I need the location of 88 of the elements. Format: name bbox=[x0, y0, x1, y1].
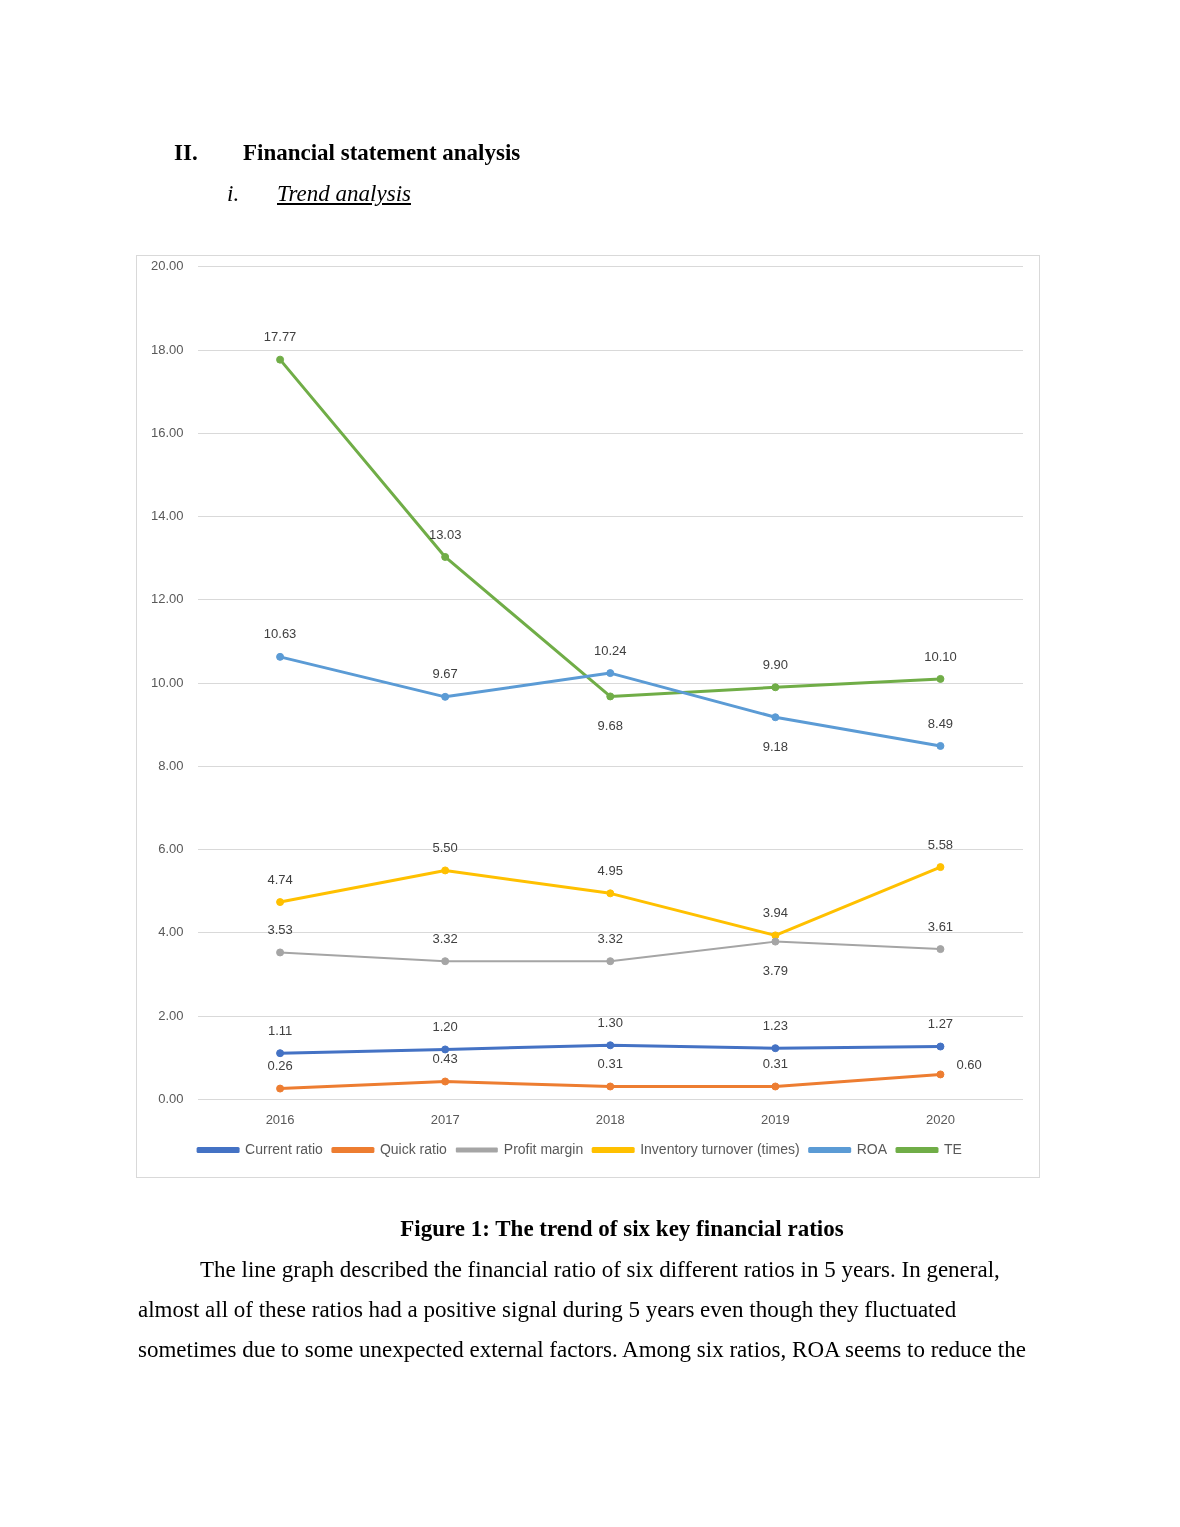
point bbox=[441, 957, 450, 966]
x-tick-label: 2020 bbox=[925, 1111, 955, 1127]
data-label: 3.53 bbox=[267, 922, 293, 938]
data-label: 0.43 bbox=[432, 1051, 458, 1067]
data-label: 17.77 bbox=[263, 329, 297, 345]
data-label: 10.63 bbox=[263, 626, 297, 642]
point bbox=[606, 1082, 615, 1091]
point bbox=[276, 1084, 285, 1093]
data-label: 3.79 bbox=[762, 963, 789, 979]
data-label: 1.11 bbox=[267, 1022, 293, 1038]
legend-label: ROA bbox=[856, 1140, 888, 1157]
point bbox=[276, 1049, 285, 1058]
legend-label: Current ratio bbox=[245, 1140, 324, 1157]
point bbox=[606, 1041, 615, 1050]
y-tick-label: 2.00 bbox=[158, 1007, 184, 1023]
text: i. bbox=[227, 180, 240, 208]
point bbox=[276, 898, 285, 907]
caption: Figure 1: The trend of six key financial ratios bbox=[400, 1215, 844, 1243]
data-label: 10.24 bbox=[593, 642, 627, 658]
data-label: 1.30 bbox=[597, 1014, 623, 1030]
text: Trend analysis bbox=[277, 180, 411, 208]
text: Financial statement analysis bbox=[243, 139, 521, 167]
point bbox=[936, 945, 945, 954]
data-label: 3.32 bbox=[432, 930, 458, 946]
point bbox=[276, 355, 285, 364]
point bbox=[771, 713, 780, 722]
point bbox=[936, 1042, 945, 1051]
data-label: 3.32 bbox=[597, 930, 623, 946]
point bbox=[441, 552, 450, 561]
point bbox=[606, 889, 615, 898]
point bbox=[936, 741, 945, 750]
data-label: 5.50 bbox=[432, 840, 458, 856]
legend-label: TE bbox=[944, 1140, 962, 1157]
point bbox=[771, 931, 780, 940]
data-label: 1.23 bbox=[762, 1017, 789, 1033]
point bbox=[276, 948, 285, 957]
y-tick-label: 16.00 bbox=[150, 424, 184, 440]
x-tick-label: 2018 bbox=[595, 1111, 625, 1127]
point bbox=[606, 957, 615, 966]
data-label: 1.27 bbox=[927, 1016, 954, 1032]
data-label: 1.20 bbox=[432, 1019, 458, 1035]
legend-label: Profit margin bbox=[503, 1140, 584, 1157]
point bbox=[771, 1044, 780, 1053]
point bbox=[936, 674, 945, 683]
y-tick-label: 14.00 bbox=[150, 508, 184, 524]
point bbox=[441, 692, 450, 701]
data-label: 3.94 bbox=[762, 904, 789, 920]
y-tick-label: 10.00 bbox=[150, 674, 184, 690]
point bbox=[441, 1045, 450, 1054]
x-tick-label: 2016 bbox=[265, 1111, 295, 1127]
y-tick-label: 18.00 bbox=[150, 341, 184, 357]
y-tick-label: 20.00 bbox=[150, 258, 184, 274]
data-label: 3.61 bbox=[927, 918, 954, 934]
data-label: 0.26 bbox=[267, 1058, 293, 1074]
x-tick-label: 2017 bbox=[430, 1111, 460, 1127]
data-label: 9.18 bbox=[762, 738, 789, 754]
point bbox=[771, 683, 780, 692]
point bbox=[441, 1077, 450, 1086]
data-label: 5.58 bbox=[927, 836, 954, 852]
data-label: 0.31 bbox=[597, 1056, 623, 1072]
legend-label: Quick ratio bbox=[379, 1140, 448, 1157]
data-label: 9.68 bbox=[597, 718, 623, 733]
legend-label: Inventory turnover (times) bbox=[640, 1140, 800, 1157]
x-tick-label: 2019 bbox=[760, 1111, 790, 1127]
data-label: 10.10 bbox=[924, 648, 957, 664]
point bbox=[606, 692, 615, 701]
y-tick-label: 4.00 bbox=[158, 924, 184, 940]
data-label: 0.31 bbox=[762, 1056, 789, 1072]
y-tick-label: 12.00 bbox=[150, 591, 184, 607]
point bbox=[936, 1070, 945, 1079]
data-label: 9.67 bbox=[432, 666, 458, 682]
point bbox=[771, 1082, 780, 1091]
point bbox=[771, 937, 780, 946]
y-tick-label: 6.00 bbox=[158, 841, 184, 857]
text: The line graph described the financial ratio of six different ratios in 5 years. In general, almost all of these ratios had a positive signal during 5 years even though they fluctuated sometimes due to some unexpected external factors. Among six ratios, ROA seems to reduce the bbox=[138, 1256, 1027, 1364]
y-tick-label: 8.00 bbox=[158, 757, 184, 773]
point bbox=[606, 669, 615, 678]
data-label: 8.49 bbox=[927, 715, 954, 731]
y-tick-label: 0.00 bbox=[158, 1090, 184, 1106]
data-label: 0.60 bbox=[956, 1057, 982, 1072]
data-label: 4.95 bbox=[597, 862, 623, 878]
data-label: 4.74 bbox=[267, 871, 293, 887]
data-label: 13.03 bbox=[428, 526, 462, 542]
point bbox=[936, 863, 945, 872]
text: II. bbox=[174, 139, 198, 167]
point bbox=[441, 866, 450, 875]
point bbox=[276, 652, 285, 661]
data-label: 9.90 bbox=[762, 656, 789, 672]
